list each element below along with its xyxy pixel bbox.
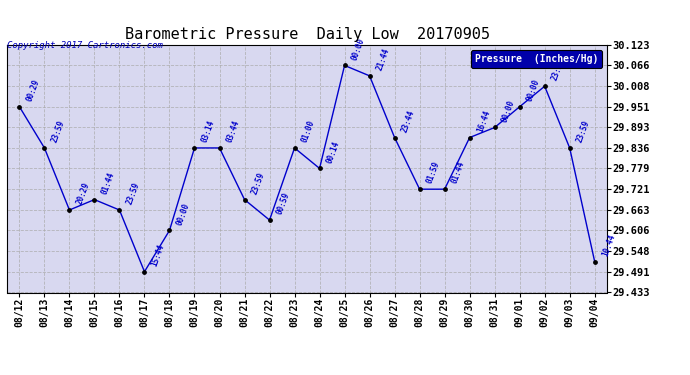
Text: 01:59: 01:59 [425,160,442,185]
Point [114,207,125,213]
Text: 23:59: 23:59 [575,119,591,144]
Text: 23:59: 23:59 [125,181,141,206]
Point [414,186,425,192]
Point [364,73,375,79]
Point [189,145,200,151]
Text: 21:44: 21:44 [375,47,391,72]
Text: 01:00: 01:00 [300,119,317,144]
Text: Copyright 2017 Cartronics.com: Copyright 2017 Cartronics.com [7,41,163,50]
Point [39,145,50,151]
Point [439,186,450,192]
Text: 16:44: 16:44 [475,109,491,134]
Text: 00:00: 00:00 [525,78,542,102]
Text: 03:14: 03:14 [200,119,217,144]
Point [464,135,475,141]
Text: 23:44: 23:44 [400,109,417,134]
Text: 00:14: 00:14 [325,140,342,164]
Point [64,207,75,213]
Legend: Pressure  (Inches/Hg): Pressure (Inches/Hg) [471,50,602,68]
Point [264,217,275,223]
Text: 00:00: 00:00 [175,201,191,226]
Point [314,165,325,171]
Text: 15:44: 15:44 [150,243,166,267]
Point [489,124,500,130]
Point [139,269,150,275]
Text: 10:44: 10:44 [600,232,617,258]
Point [339,63,350,69]
Text: 23:59: 23:59 [550,57,566,82]
Title: Barometric Pressure  Daily Low  20170905: Barometric Pressure Daily Low 20170905 [125,27,489,42]
Point [14,104,25,110]
Point [239,196,250,202]
Text: 00:00: 00:00 [500,99,517,123]
Point [589,259,600,265]
Point [289,145,300,151]
Text: 23:59: 23:59 [50,119,66,144]
Point [89,196,100,202]
Text: 00:59: 00:59 [275,191,291,216]
Text: 00:00: 00:00 [350,36,366,61]
Point [214,145,225,151]
Text: 03:44: 03:44 [225,119,241,144]
Point [514,104,525,110]
Text: 20:29: 20:29 [75,181,91,206]
Point [564,145,575,151]
Text: 23:59: 23:59 [250,171,266,195]
Point [389,135,400,141]
Text: 01:44: 01:44 [100,171,117,195]
Point [539,83,550,89]
Text: 01:44: 01:44 [450,160,466,185]
Point [164,228,175,234]
Text: 00:29: 00:29 [25,78,41,102]
